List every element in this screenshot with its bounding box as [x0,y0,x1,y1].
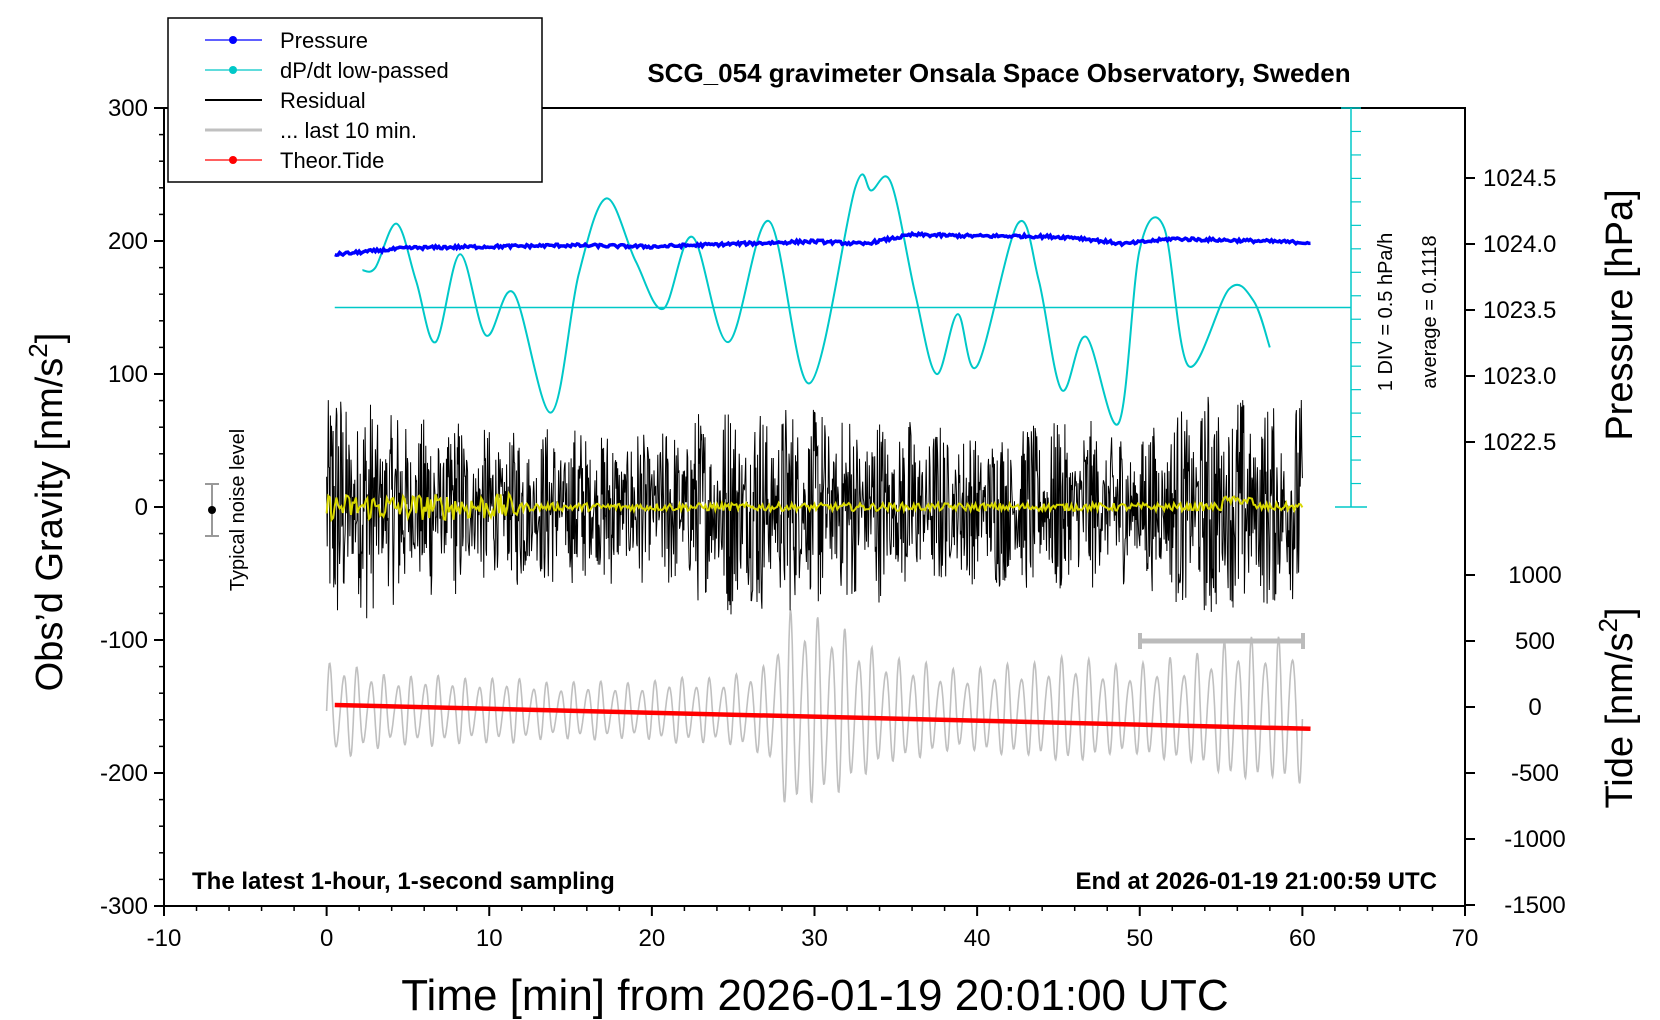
series-pressure [334,230,1311,258]
series-dpdt-low-passed [362,173,1271,426]
legend-entry-last-10-min: ... last 10 min. [205,118,417,143]
legend-entry-tide: Theor.Tide [205,148,384,173]
x-tick-label: 0 [320,925,333,952]
y-gravity-tick-label: 200 [108,228,148,255]
y-pressure-tick-label: 1024.5 [1483,165,1556,192]
y-gravity-tick-label: 100 [108,361,148,388]
x-tick-label: 70 [1452,925,1479,952]
chart-title: SCG_054 gravimeter Onsala Space Observat… [647,58,1350,88]
noise-level-marker: Typical noise level [205,429,249,591]
dpdt-scale-ruler [1335,107,1367,508]
x-tick-label: 60 [1289,925,1316,952]
series-theor-tide [334,702,1311,732]
series-layer [325,173,1352,804]
legend-label-residual: Residual [280,88,366,113]
y-tide-tick-label: -1000 [1504,826,1565,853]
y-axis-title-left: Obs’d Gravity [nm/s2] [23,333,71,692]
annotation-sampling: The latest 1-hour, 1-second sampling [192,868,615,895]
series-smoothed-residual [325,490,1304,523]
annotation-dpdt-average: average = 0.1118 [1419,235,1441,388]
legend: Pressure dP/dt low-passed Residual ... l… [167,17,543,183]
x-tick-label: 40 [964,925,991,952]
y-pressure-tick-label: 1024.0 [1483,231,1556,258]
x-tick-label: 20 [639,925,666,952]
annotation-end-time: End at 2026-01-19 21:00:59 UTC [1076,868,1438,895]
y-gravity-tick-label: 300 [108,95,148,122]
x-tick-label: 50 [1126,925,1153,952]
legend-entry-pressure: Pressure [205,28,368,53]
annotation-dpdt-scale: 1 DIV = 0.5 hPa/h [1375,233,1397,391]
y-axis-title-pressure: Pressure [hPa] [1599,189,1641,440]
legend-label-last-10-min: ... last 10 min. [280,118,417,143]
y-tide-tick-label: 1000 [1508,562,1561,589]
legend-marker-dpdt [229,66,237,74]
y-gravity-tick-label: -100 [100,627,148,654]
x-tick-label: -10 [147,925,182,952]
legend-label-dpdt: dP/dt low-passed [280,58,449,83]
x-axis-title: Time [min] from 2026-01-19 20:01:00 UTC [401,971,1228,1020]
y-axis-title-tide: Tide [nm/s2] [1593,607,1641,808]
legend-marker-tide [229,156,237,164]
noise-label: Typical noise level [227,429,249,591]
axis-layer: -10 0 10 20 30 40 50 60 703002001000-100-200-300… [100,95,1566,952]
y-pressure-tick-label: 1023.5 [1483,297,1556,324]
noise-dot [208,506,216,514]
y-tide-tick-label: -1500 [1504,892,1565,919]
y-tide-tick-label: -500 [1511,760,1559,787]
y-tide-tick-label: 0 [1528,694,1541,721]
x-tick-label: 30 [801,925,828,952]
y-pressure-tick-label: 1022.5 [1483,429,1556,456]
y-gravity-tick-label: -200 [100,760,148,787]
y-pressure-tick-label: 1023.0 [1483,363,1556,390]
legend-marker-pressure [229,36,237,44]
last-10-min-bracket [1138,633,1305,649]
y-gravity-tick-label: 0 [135,494,148,521]
y-tide-tick-label: 500 [1515,628,1555,655]
legend-label-pressure: Pressure [280,28,368,53]
series-residual [326,396,1303,619]
legend-label-tide: Theor.Tide [280,148,384,173]
x-tick-label: 10 [476,925,503,952]
legend-entry-dpdt: dP/dt low-passed [205,58,449,83]
legend-entry-residual: Residual [205,88,366,113]
y-gravity-tick-label: -300 [100,893,148,920]
